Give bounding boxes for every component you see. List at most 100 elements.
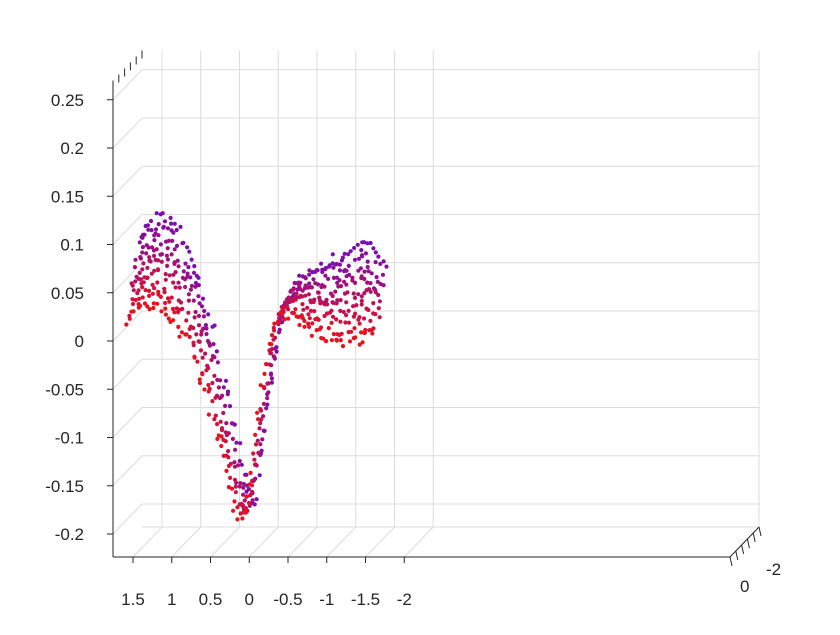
data-point [186,310,191,315]
data-point [168,215,173,220]
data-point [195,359,200,364]
x-tick-label: 1 [167,590,176,609]
data-point [291,311,296,316]
data-point [347,272,352,277]
data-point [170,238,175,243]
data-point [174,243,180,248]
grid-line-side [112,117,143,149]
z-tick-label: 0.1 [60,236,84,255]
data-point [145,223,150,228]
data-point [242,509,247,514]
data-point [324,339,329,344]
data-point [186,265,191,270]
data-point [252,457,257,462]
data-point [228,475,233,480]
data-point [276,320,281,325]
data-point [204,368,209,373]
data-point [232,477,238,482]
depth-tick [746,538,750,549]
data-point [282,317,287,322]
data-point [242,498,247,503]
data-point [214,349,219,354]
data-point [167,299,172,304]
data-point [147,307,152,312]
grid-line-floor [248,526,279,558]
data-point [215,360,220,365]
data-point [343,320,348,325]
data-point [207,343,212,348]
data-point [188,287,193,292]
data-point [352,326,357,331]
data-point [331,300,336,306]
data-point [215,422,220,427]
data-point [130,301,136,307]
data-point [327,310,333,315]
data-point [278,310,284,315]
data-point [380,272,386,277]
data-point [224,421,229,426]
data-point [337,268,342,273]
data-point [267,362,272,367]
data-point [302,324,307,329]
data-point [181,269,186,274]
data-point [359,302,364,307]
data-point [167,273,172,278]
data-point [226,463,232,468]
x-tick-label: -1 [319,590,334,609]
data-point [346,252,351,257]
data-point [140,245,145,250]
data-point [309,333,314,338]
grid-line-side [112,69,143,101]
grid-line-side [112,455,143,487]
data-point [156,233,161,238]
data-point [246,500,252,506]
grid-line-side [112,503,143,535]
data-point [347,339,353,344]
data-point [330,252,335,257]
data-point [307,268,312,273]
data-point [196,275,201,280]
data-point [166,238,171,243]
data-point [356,256,362,261]
data-point [186,298,191,303]
z-tick-label: 0.15 [51,187,84,206]
data-point [339,331,344,336]
depth-tick-label: 0 [740,577,749,596]
data-point [133,257,138,262]
data-point [207,386,212,391]
data-point [196,313,201,318]
data-points [124,211,389,522]
data-point [232,460,237,465]
data-point [365,264,370,270]
data-point [233,447,238,452]
data-point [359,330,364,335]
data-point [365,259,370,264]
data-point [277,315,282,321]
data-point [192,264,197,269]
data-point [331,265,336,270]
data-point [264,406,269,411]
data-point [271,337,276,342]
data-point [221,410,226,416]
data-point [202,387,207,392]
data-point [152,286,157,291]
data-point [305,305,310,310]
data-point [255,438,260,443]
data-point [376,254,381,259]
z-tick-label: 0.05 [51,284,84,303]
data-point [359,274,364,279]
data-point [330,293,335,299]
data-point [163,272,168,277]
data-point [250,489,255,494]
data-point [203,351,208,356]
data-point [306,312,311,317]
data-point [197,380,203,386]
data-point [286,295,291,300]
data-point [330,314,336,319]
data-point [187,334,192,339]
data-point [272,321,277,326]
data-point [137,270,142,275]
data-point [262,371,267,376]
data-point [357,342,362,347]
data-point [163,306,168,311]
